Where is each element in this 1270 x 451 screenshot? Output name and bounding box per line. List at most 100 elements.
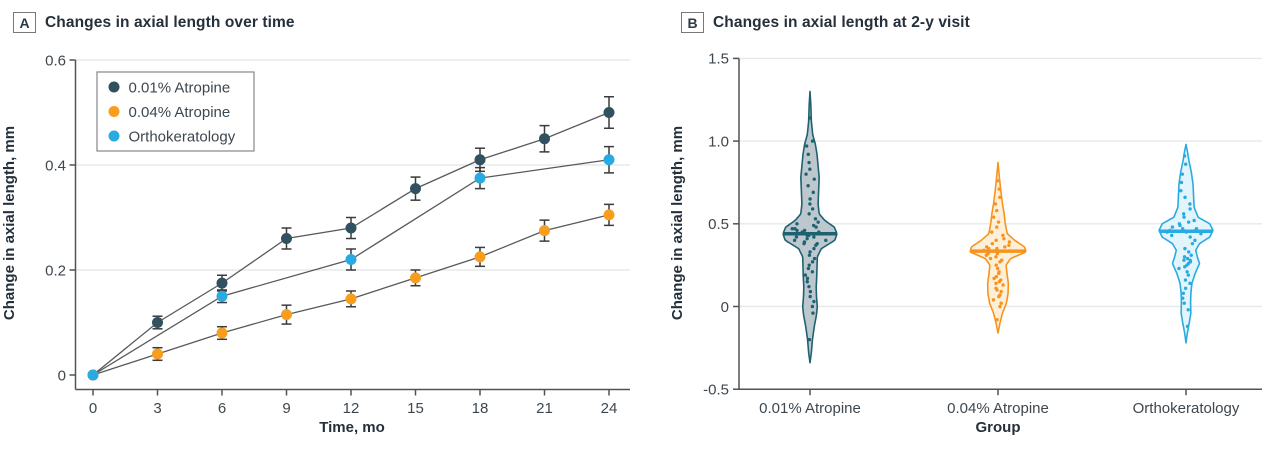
- panel-a-title: Changes in axial length over time: [45, 13, 295, 31]
- violin-data-point: [811, 190, 815, 195]
- y-tick-label: -0.5: [703, 381, 729, 398]
- violin-data-point: [806, 184, 810, 188]
- violin-data-point: [807, 337, 812, 342]
- violin-data-point: [1185, 256, 1190, 261]
- data-point-marker: [216, 290, 228, 302]
- panel-a-y-axis-title: Change in axial length, mm: [1, 126, 18, 320]
- data-point-marker: [603, 107, 615, 118]
- violin-data-point: [1177, 266, 1181, 271]
- violin-data-point: [1170, 225, 1175, 229]
- x-tick-label: 18: [472, 400, 489, 417]
- y-tick-label: 0.5: [708, 216, 729, 233]
- violin-data-point: [996, 220, 1001, 224]
- data-point-marker: [345, 293, 357, 305]
- violin-data-point: [816, 220, 820, 224]
- violin-data-point: [1193, 238, 1197, 243]
- violin-data-point: [813, 217, 818, 221]
- y-tick-label: 0.2: [45, 262, 66, 279]
- violin-data-point: [1186, 220, 1191, 224]
- violin-data-point: [998, 293, 1002, 297]
- violin-data-point: [1182, 154, 1187, 158]
- violin-data-point: [815, 241, 819, 246]
- violin-data-point: [806, 152, 810, 157]
- violin-data-point: [807, 263, 811, 267]
- violin-data-point: [994, 275, 999, 279]
- violin-data-point: [994, 238, 998, 243]
- series-line: [92, 111, 610, 376]
- x-tick-label: 0: [89, 400, 97, 417]
- violin-data-point: [995, 208, 999, 213]
- violin-data-point: [1185, 270, 1189, 274]
- violin-data-point: [1188, 258, 1192, 262]
- data-point-marker: [603, 209, 615, 221]
- violin-data-point: [988, 256, 993, 261]
- violin-data-point: [1183, 246, 1187, 251]
- violin-data-point: [998, 304, 1002, 309]
- violin-data-point: [994, 255, 998, 259]
- violin-data-point: [793, 227, 797, 231]
- violin-data-point: [802, 228, 807, 233]
- data-point-marker: [539, 225, 550, 237]
- x-category-label: Orthokeratology: [1133, 400, 1240, 417]
- data-point-marker: [474, 172, 486, 184]
- violin-data-point: [1002, 236, 1006, 241]
- violin-shape: [1158, 143, 1214, 344]
- violin-data-point: [1190, 241, 1195, 246]
- violin-data-point: [807, 253, 812, 257]
- violin-data-point: [805, 279, 809, 284]
- data-point-marker: [281, 233, 292, 244]
- violin-data-point: [1181, 291, 1186, 295]
- panel-a-x-axis-title: Time, mo: [319, 419, 385, 436]
- violin-data-point: [811, 311, 815, 315]
- violin-data-point: [792, 238, 797, 243]
- y-tick-label: 0.4: [45, 157, 66, 174]
- violin-data-point: [812, 235, 816, 239]
- violin-data-point: [812, 256, 817, 261]
- data-point-marker: [345, 222, 357, 234]
- violin-data-point: [1003, 245, 1007, 249]
- y-tick-label: 0: [58, 367, 66, 384]
- violin-data-point: [1186, 308, 1190, 312]
- data-point-marker: [474, 154, 486, 166]
- x-tick-label: 9: [282, 400, 290, 417]
- violin-data-point: [808, 294, 812, 299]
- violin-data-point: [805, 236, 809, 241]
- violin-data-point: [1177, 222, 1182, 226]
- violin-data-point: [803, 273, 808, 277]
- y-tick-label: 0: [721, 299, 729, 316]
- violin-data-point: [1183, 286, 1188, 291]
- violin-data-point: [997, 187, 1001, 191]
- panel-b-header: B Changes in axial length at 2-y visit: [681, 12, 970, 33]
- y-tick-label: 1.5: [708, 51, 729, 68]
- violin-data-point: [1007, 243, 1011, 248]
- panel-b-y-axis-title: Change in axial length, mm: [669, 126, 686, 320]
- violin-data-point: [804, 172, 808, 176]
- violin-data-point: [812, 246, 816, 251]
- violin-data-point: [1186, 273, 1191, 277]
- violin-data-point: [1182, 301, 1186, 305]
- violin-data-point: [1001, 233, 1005, 238]
- legend-marker: [108, 106, 120, 117]
- violin-data-point: [1180, 172, 1185, 176]
- violin-data-point: [999, 289, 1003, 294]
- violin-data-point: [1179, 189, 1183, 193]
- violin-data-point: [995, 318, 999, 322]
- data-point-marker: [410, 183, 421, 195]
- data-point-marker: [152, 348, 163, 360]
- violin-data-point: [1182, 215, 1186, 219]
- violin-data-point: [991, 298, 996, 302]
- legend-marker: [108, 130, 120, 142]
- panel-b-title: Changes in axial length at 2-y visit: [713, 13, 970, 31]
- violin-data-point: [810, 207, 815, 211]
- violin-data-point: [802, 240, 807, 244]
- violin-data-point: [1183, 162, 1188, 166]
- violin-data-point: [814, 225, 818, 229]
- violin-data-point: [808, 197, 812, 201]
- violin-data-point: [1189, 253, 1193, 257]
- violin-data-point: [1185, 324, 1190, 329]
- violin-shape: [782, 90, 838, 364]
- violin-data-point: [1001, 283, 1005, 287]
- violin-data-point: [806, 266, 811, 271]
